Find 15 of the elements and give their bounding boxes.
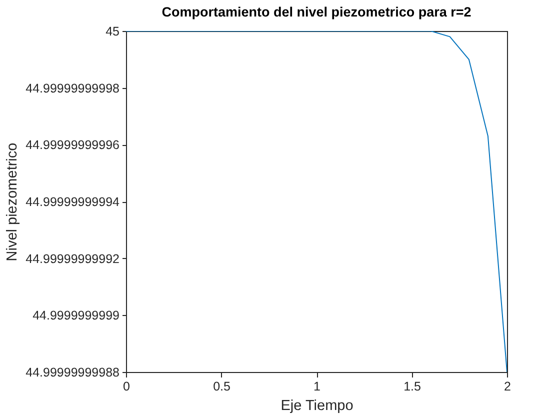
y-tick-label: 44.99999999988 [26,366,120,380]
chart-title: Comportamiento del nivel piezometrico para r=2 [162,4,472,20]
y-tick-label: 44.99999999998 [26,81,120,96]
x-tick-label: 1.5 [404,380,421,394]
x-tick-label: 0 [123,380,130,394]
y-axis-title: Nivel piezometrico [4,142,21,262]
y-tick-label: 44.99999999992 [26,252,120,266]
x-tick-label: 1 [314,380,321,394]
y-tick-label: 44.9999999999 [32,308,120,323]
y-tick-label: 44.99999999994 [26,195,120,209]
x-tick-label: 0.5 [213,380,230,394]
y-tick-label: 45 [106,24,120,38]
x-tick-label: 2 [504,380,512,394]
x-axis-title: Eje Tiempo [280,398,354,414]
y-tick-label: 44.99999999996 [26,138,120,152]
